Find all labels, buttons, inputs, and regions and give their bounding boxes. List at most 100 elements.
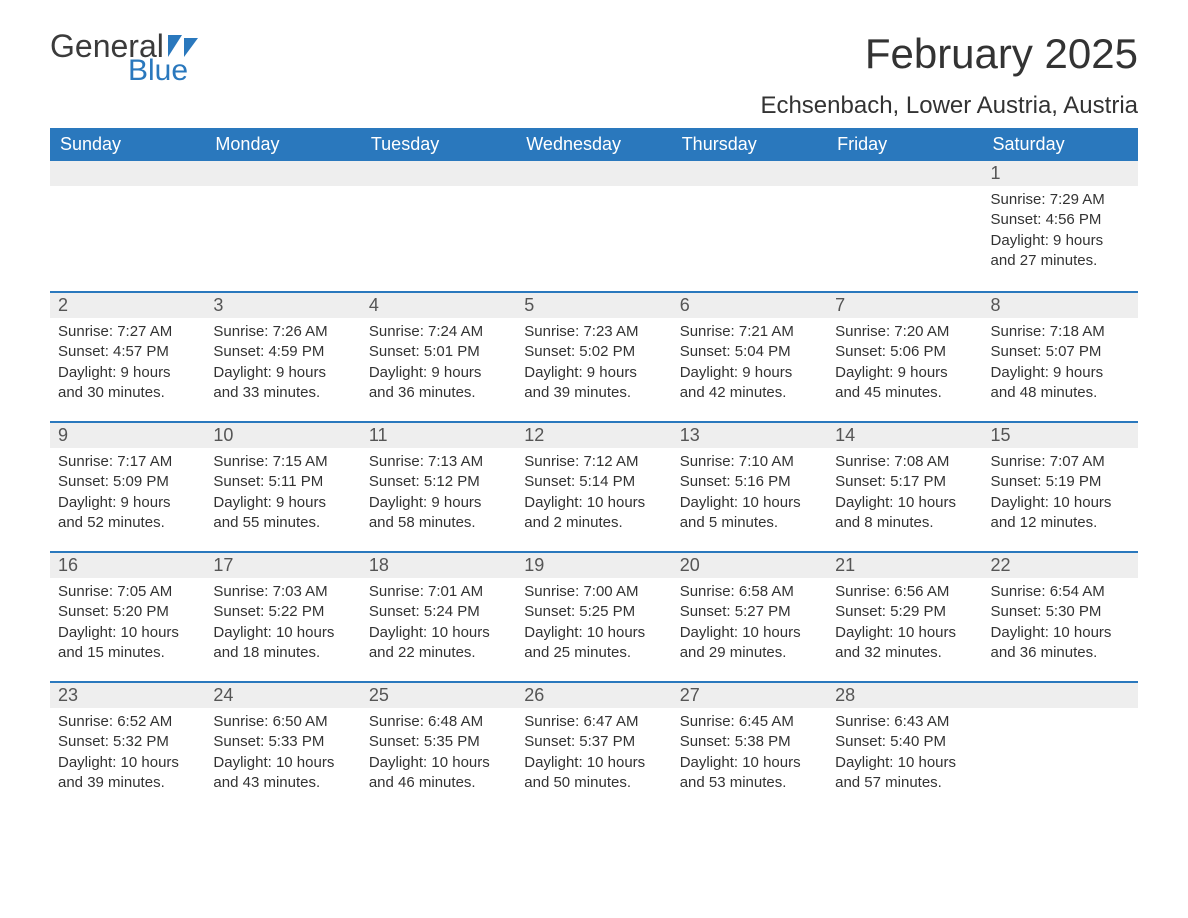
day-daylight1: Daylight: 10 hours: [991, 493, 1130, 513]
day-sunset: Sunset: 5:40 PM: [835, 732, 974, 752]
day-details: Sunrise: 7:23 AMSunset: 5:02 PMDaylight:…: [516, 318, 671, 413]
day-sunrise: Sunrise: 6:54 AM: [991, 582, 1130, 602]
day-sunset: Sunset: 5:29 PM: [835, 602, 974, 622]
day-sunset: Sunset: 5:02 PM: [524, 342, 663, 362]
day-number: 2: [50, 291, 205, 318]
day-sunrise: Sunrise: 7:10 AM: [680, 452, 819, 472]
day-daylight2: and 8 minutes.: [835, 513, 974, 533]
day-number: 1: [983, 161, 1138, 186]
day-daylight2: and 52 minutes.: [58, 513, 197, 533]
day-details: Sunrise: 7:27 AMSunset: 4:57 PMDaylight:…: [50, 318, 205, 413]
day-sunrise: Sunrise: 7:29 AM: [991, 190, 1130, 210]
day-number: [983, 681, 1138, 708]
day-sunset: Sunset: 5:35 PM: [369, 732, 508, 752]
day-daylight2: and 48 minutes.: [991, 383, 1130, 403]
day-sunrise: Sunrise: 7:00 AM: [524, 582, 663, 602]
day-sunrise: Sunrise: 7:07 AM: [991, 452, 1130, 472]
day-daylight1: Daylight: 10 hours: [524, 753, 663, 773]
day-details: Sunrise: 7:10 AMSunset: 5:16 PMDaylight:…: [672, 448, 827, 543]
calendar-empty-cell: [50, 161, 205, 291]
day-sunrise: Sunrise: 7:13 AM: [369, 452, 508, 472]
day-sunset: Sunset: 5:06 PM: [835, 342, 974, 362]
calendar-day-cell: 9Sunrise: 7:17 AMSunset: 5:09 PMDaylight…: [50, 421, 205, 551]
header: General Blue February 2025: [50, 30, 1138, 86]
day-number: [205, 161, 360, 186]
day-number: 8: [983, 291, 1138, 318]
day-sunrise: Sunrise: 7:21 AM: [680, 322, 819, 342]
day-number: 27: [672, 681, 827, 708]
calendar-empty-cell: [361, 161, 516, 291]
day-daylight2: and 29 minutes.: [680, 643, 819, 663]
day-daylight2: and 33 minutes.: [213, 383, 352, 403]
day-details: Sunrise: 7:01 AMSunset: 5:24 PMDaylight:…: [361, 578, 516, 673]
logo-text-blue: Blue: [128, 56, 206, 86]
day-sunrise: Sunrise: 7:24 AM: [369, 322, 508, 342]
day-daylight1: Daylight: 9 hours: [991, 231, 1130, 251]
day-number: 24: [205, 681, 360, 708]
day-daylight1: Daylight: 9 hours: [524, 363, 663, 383]
day-sunset: Sunset: 5:09 PM: [58, 472, 197, 492]
day-number: [516, 161, 671, 186]
day-details: Sunrise: 7:24 AMSunset: 5:01 PMDaylight:…: [361, 318, 516, 413]
day-daylight1: Daylight: 10 hours: [524, 623, 663, 643]
day-daylight2: and 18 minutes.: [213, 643, 352, 663]
calendar-day-cell: 5Sunrise: 7:23 AMSunset: 5:02 PMDaylight…: [516, 291, 671, 421]
calendar-day-cell: 16Sunrise: 7:05 AMSunset: 5:20 PMDayligh…: [50, 551, 205, 681]
calendar-day-cell: 13Sunrise: 7:10 AMSunset: 5:16 PMDayligh…: [672, 421, 827, 551]
calendar-day-cell: 21 Sunrise: 6:56 AMSunset: 5:29 PMDayligh…: [827, 551, 982, 681]
calendar-day-cell: 22Sunrise: 6:54 AMSunset: 5:30 PMDayligh…: [983, 551, 1138, 681]
day-details: Sunrise: 7:03 AMSunset: 5:22 PMDaylight:…: [205, 578, 360, 673]
day-number: 18: [361, 551, 516, 578]
weekday-header: Wednesday: [516, 128, 671, 161]
day-details: Sunrise: 7:15 AMSunset: 5:11 PMDaylight:…: [205, 448, 360, 543]
day-details: Sunrise: 7:29 AMSunset: 4:56 PMDaylight:…: [983, 186, 1138, 281]
calendar-week-row: 1Sunrise: 7:29 AMSunset: 4:56 PMDaylight…: [50, 161, 1138, 291]
day-number: 21: [827, 551, 982, 578]
day-daylight1: Daylight: 10 hours: [369, 623, 508, 643]
day-sunrise: Sunrise: 7:01 AM: [369, 582, 508, 602]
day-sunset: Sunset: 5:04 PM: [680, 342, 819, 362]
day-sunrise: Sunrise: 6:56 AM: [835, 582, 974, 602]
day-sunrise: Sunrise: 6:47 AM: [524, 712, 663, 732]
day-daylight1: Daylight: 10 hours: [991, 623, 1130, 643]
day-number: 16: [50, 551, 205, 578]
day-sunrise: Sunrise: 7:12 AM: [524, 452, 663, 472]
day-sunset: Sunset: 5:33 PM: [213, 732, 352, 752]
day-sunset: Sunset: 5:27 PM: [680, 602, 819, 622]
calendar-week-row: 2Sunrise: 7:27 AMSunset: 4:57 PMDaylight…: [50, 291, 1138, 421]
day-sunset: Sunset: 4:59 PM: [213, 342, 352, 362]
weekday-header-row: SundayMondayTuesdayWednesdayThursdayFrid…: [50, 128, 1138, 161]
day-daylight1: Daylight: 10 hours: [680, 493, 819, 513]
day-number: 10: [205, 421, 360, 448]
calendar-day-cell: 27Sunrise: 6:45 AMSunset: 5:38 PMDayligh…: [672, 681, 827, 811]
day-details: Sunrise: 7:20 AMSunset: 5:06 PMDaylight:…: [827, 318, 982, 413]
day-daylight1: Daylight: 9 hours: [835, 363, 974, 383]
calendar-day-cell: 26Sunrise: 6:47 AMSunset: 5:37 PMDayligh…: [516, 681, 671, 811]
calendar-empty-cell: [672, 161, 827, 291]
day-details: Sunrise: 6:48 AMSunset: 5:35 PMDaylight:…: [361, 708, 516, 803]
day-sunset: Sunset: 5:30 PM: [991, 602, 1130, 622]
day-daylight2: and 39 minutes.: [58, 773, 197, 793]
day-sunrise: Sunrise: 6:58 AM: [680, 582, 819, 602]
day-daylight1: Daylight: 10 hours: [835, 623, 974, 643]
day-daylight1: Daylight: 10 hours: [835, 493, 974, 513]
day-sunrise: Sunrise: 7:15 AM: [213, 452, 352, 472]
day-daylight2: and 46 minutes.: [369, 773, 508, 793]
day-sunset: Sunset: 5:25 PM: [524, 602, 663, 622]
calendar-day-cell: 14Sunrise: 7:08 AMSunset: 5:17 PMDayligh…: [827, 421, 982, 551]
day-details: Sunrise: 6:54 AMSunset: 5:30 PMDaylight:…: [983, 578, 1138, 673]
day-number: 4: [361, 291, 516, 318]
day-details: Sunrise: 6:45 AMSunset: 5:38 PMDaylight:…: [672, 708, 827, 803]
day-daylight1: Daylight: 10 hours: [524, 493, 663, 513]
day-daylight1: Daylight: 9 hours: [369, 493, 508, 513]
day-sunset: Sunset: 5:24 PM: [369, 602, 508, 622]
day-daylight1: Daylight: 10 hours: [369, 753, 508, 773]
day-sunset: Sunset: 4:57 PM: [58, 342, 197, 362]
weekday-header: Friday: [827, 128, 982, 161]
day-number: 25: [361, 681, 516, 708]
day-details: Sunrise: 6:52 AMSunset: 5:32 PMDaylight:…: [50, 708, 205, 803]
day-daylight1: Daylight: 9 hours: [213, 363, 352, 383]
calendar-week-row: 9Sunrise: 7:17 AMSunset: 5:09 PMDaylight…: [50, 421, 1138, 551]
day-daylight2: and 58 minutes.: [369, 513, 508, 533]
day-daylight2: and 22 minutes.: [369, 643, 508, 663]
